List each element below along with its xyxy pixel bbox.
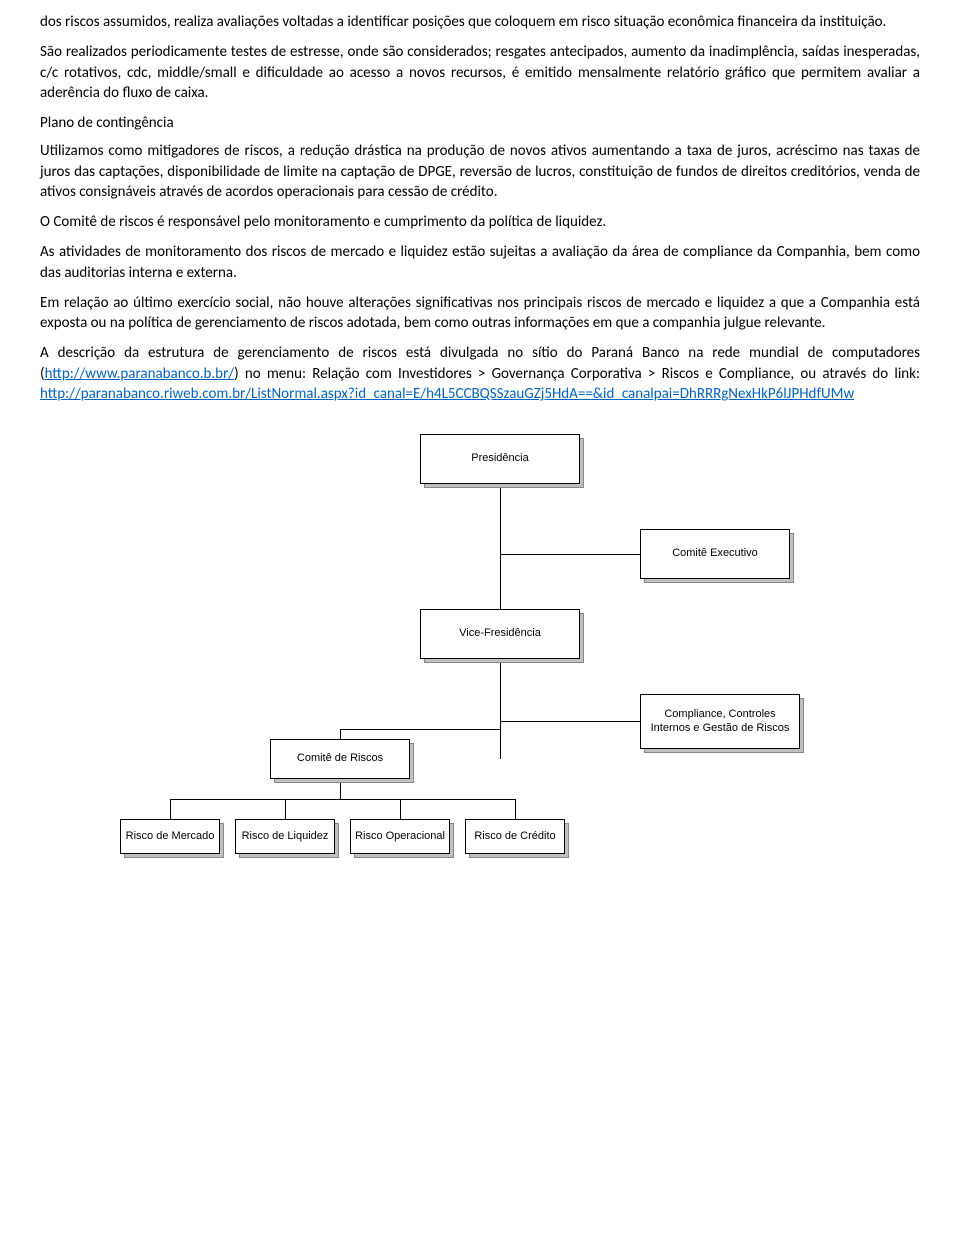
- connector: [500, 721, 501, 759]
- section-title: Plano de contingência: [40, 113, 920, 133]
- connector: [500, 659, 501, 721]
- box-comite-executivo: Comitê Executivo: [640, 529, 790, 579]
- box-risco-operacional: Risco Operacional: [350, 819, 450, 854]
- connector: [400, 799, 401, 819]
- paragraph-7: A descrição da estrutura de gerenciament…: [40, 343, 920, 404]
- paragraph-5: As atividades de monitoramento dos risco…: [40, 242, 920, 283]
- box-vice-presidencia: Vice-Fresidência: [420, 609, 580, 659]
- link-riweb[interactable]: http://paranabanco.riweb.com.br/ListNorm…: [40, 385, 854, 403]
- connector: [285, 799, 286, 819]
- box-risco-mercado: Risco de Mercado: [120, 819, 220, 854]
- connector: [340, 729, 341, 739]
- paragraph-2: São realizados periodicamente testes de …: [40, 42, 920, 103]
- box-risco-credito: Risco de Crédito: [465, 819, 565, 854]
- connector: [500, 554, 640, 555]
- box-comite-riscos: Comitê de Riscos: [270, 739, 410, 779]
- box-risco-liquidez: Risco de Liquidez: [235, 819, 335, 854]
- connector: [500, 721, 640, 722]
- connector: [515, 799, 516, 819]
- paragraph-4: O Comitê de riscos é responsável pelo mo…: [40, 212, 920, 232]
- org-chart: Presidência Comitê Executivo Vice-Fresid…: [120, 434, 840, 864]
- paragraph-6: Em relação ao último exercício social, n…: [40, 293, 920, 334]
- paragraph-3: Utilizamos como mitigadores de riscos, a…: [40, 141, 920, 202]
- connector: [170, 799, 171, 819]
- paragraph-1: dos riscos assumidos, realiza avaliações…: [40, 12, 920, 32]
- connector: [170, 799, 515, 800]
- connector: [500, 484, 501, 609]
- box-presidencia: Presidência: [420, 434, 580, 484]
- connector: [340, 729, 500, 730]
- p7-mid: ) no menu: Relação com Investidores > Go…: [234, 365, 920, 383]
- box-compliance: Compliance, Controles Internos e Gestão …: [640, 694, 800, 749]
- link-paranabanco[interactable]: http://www.paranabanco.b.br/: [45, 365, 235, 383]
